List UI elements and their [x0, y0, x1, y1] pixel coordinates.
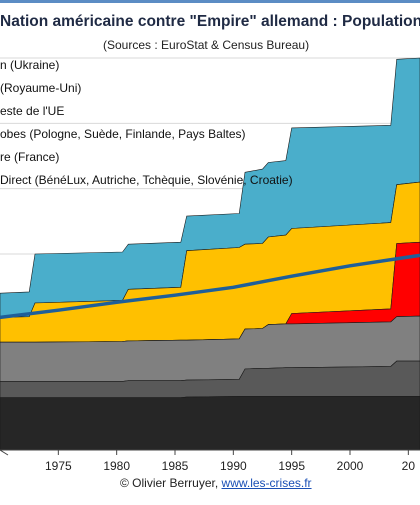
legend-label: este de l'UE: [0, 104, 64, 118]
credit-link[interactable]: www.les-crises.fr: [221, 476, 312, 490]
usa-population-line: [0, 253, 420, 320]
chart-title: Nation américaine contre "Empire" allema…: [0, 13, 420, 30]
legend-label: re (France): [0, 150, 59, 164]
x-tick-label: 1985: [162, 459, 189, 473]
stacked-area-chart: 1975 1980 1985 1990 1995 2000 20 n (Ukraine) (Ro…: [0, 57, 420, 473]
x-tick-label: 1975: [45, 459, 72, 473]
x-tick-label: 1995: [278, 459, 305, 473]
x-tick: [0, 449, 9, 456]
credit-line: © Olivier Berruyer, www.les-crises.fr: [120, 476, 312, 490]
legend-label: obes (Pologne, Suède, Finlande, Pays Bal…: [0, 127, 245, 141]
legend-label: n (Ukraine): [0, 58, 59, 72]
legend-label: (Royaume-Uni): [0, 81, 81, 95]
x-tick-label: 1990: [220, 459, 247, 473]
credit-text: © Olivier Berruyer,: [120, 476, 222, 490]
x-tick-label: 20: [402, 459, 416, 473]
x-tick-label: 1980: [103, 459, 130, 473]
legend-label: Direct (BénéLux, Autriche, Tchèquie, Slo…: [0, 173, 293, 187]
x-tick-label: 2000: [337, 459, 364, 473]
area-germany: [0, 396, 420, 451]
chart-subtitle: (Sources : EuroStat & Census Bureau): [103, 38, 310, 52]
